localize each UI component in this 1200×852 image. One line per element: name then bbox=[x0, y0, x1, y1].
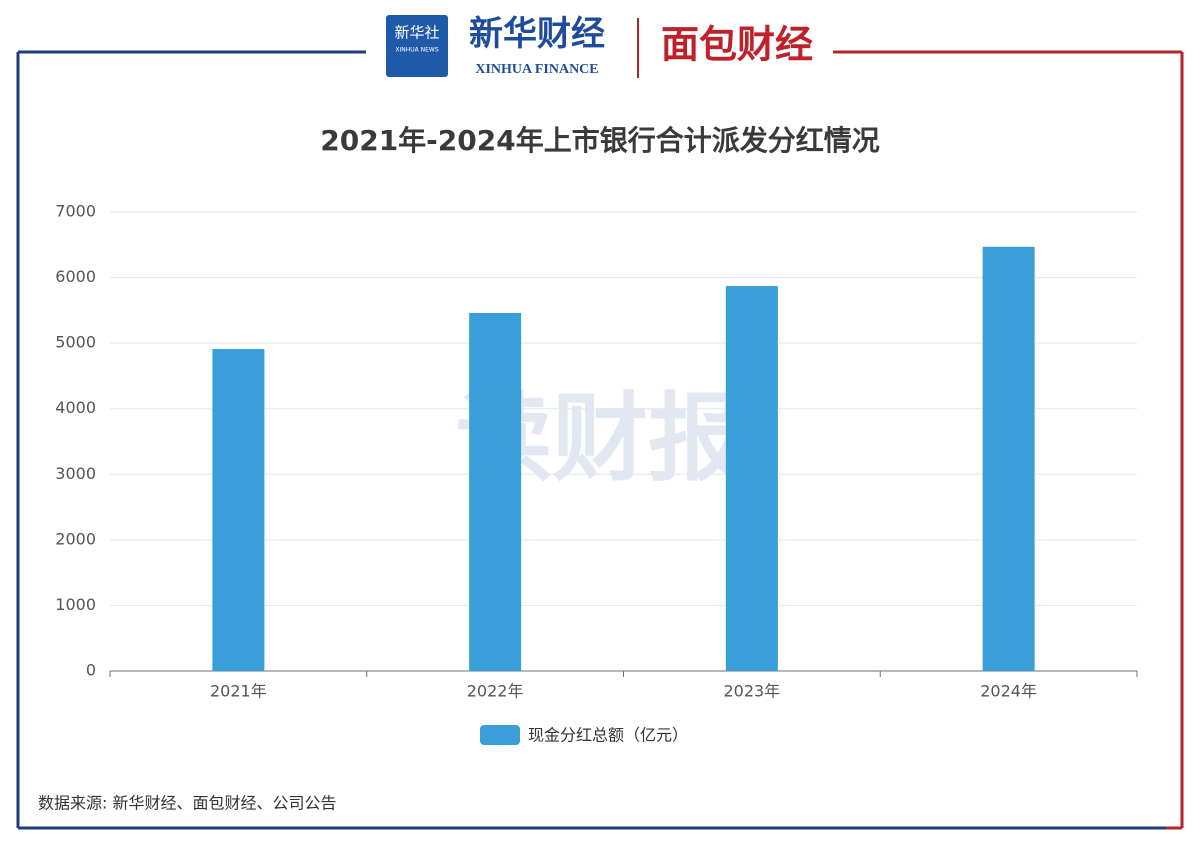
source-note: 数据来源: 新华财经、面包财经、公司公告 bbox=[38, 794, 336, 813]
x-tick-label: 2022年 bbox=[467, 682, 524, 701]
x-tick-label: 2024年 bbox=[980, 682, 1037, 701]
y-tick-label: 1000 bbox=[55, 595, 96, 614]
bar bbox=[212, 349, 265, 671]
legend-label: 现金分红总额（亿元） bbox=[528, 726, 688, 745]
bar bbox=[469, 312, 522, 671]
x-tick-label: 2023年 bbox=[724, 682, 781, 701]
xinhua-logo-box bbox=[386, 15, 448, 77]
chart-title: 2021年-2024年上市银行合计派发分红情况 bbox=[320, 124, 879, 157]
y-tick-label: 6000 bbox=[55, 267, 96, 286]
x-tick-label: 2021年 bbox=[210, 682, 267, 701]
y-tick-label: 3000 bbox=[55, 464, 96, 483]
legend-swatch bbox=[480, 725, 520, 745]
y-tick-label: 4000 bbox=[55, 398, 96, 417]
y-tick-label: 2000 bbox=[55, 529, 96, 548]
y-tick-label: 7000 bbox=[55, 202, 96, 221]
logo-text: 新华社 bbox=[394, 24, 439, 42]
logo-text: XINHUA NEWS bbox=[395, 47, 438, 54]
y-tick-label: 5000 bbox=[55, 333, 96, 352]
bar bbox=[725, 286, 778, 671]
bar bbox=[982, 246, 1035, 671]
logo-text: 新华财经 bbox=[469, 14, 605, 54]
logo-text: 面包财经 bbox=[661, 23, 813, 67]
y-tick-label: 0 bbox=[86, 661, 96, 680]
logo-text: XINHUA FINANCE bbox=[475, 62, 598, 77]
